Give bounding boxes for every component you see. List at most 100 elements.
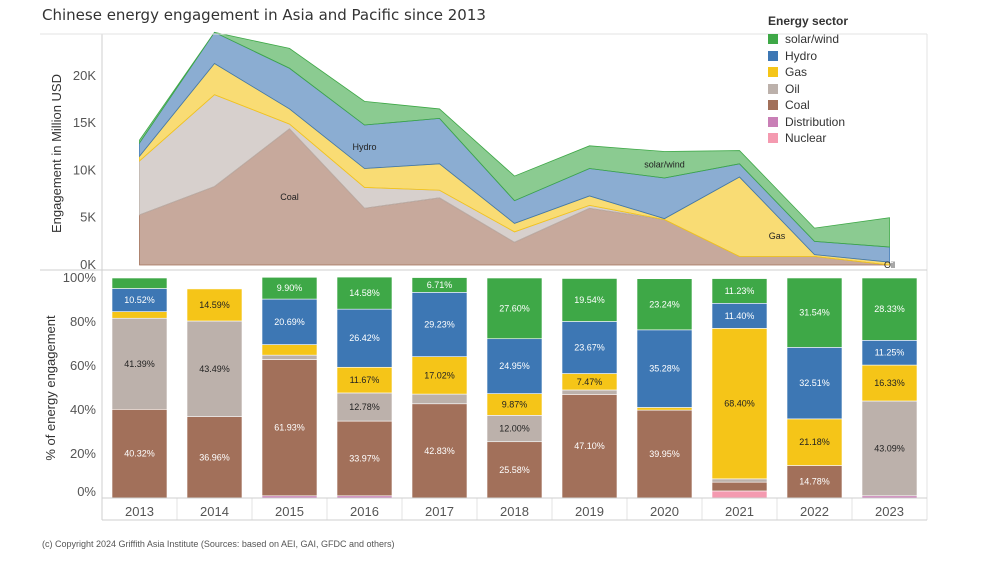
bar-data-label: 23.24% (649, 299, 680, 309)
bar-segment-2015-hydro[interactable] (261, 298, 318, 345)
bar-segment-2017-solar-wind[interactable] (411, 277, 468, 293)
bar-y-tick-label: 0% (77, 484, 96, 499)
bar-segment-2013-oil[interactable] (111, 317, 168, 410)
bar-segment-2017-hydro[interactable] (411, 292, 468, 357)
bar-segment-2021-coal[interactable] (711, 481, 768, 492)
bar-segment-2018-hydro[interactable] (486, 338, 543, 394)
x-tick-label-2022: 2022 (800, 504, 829, 519)
bar-segment-2015-solar-wind[interactable] (261, 276, 318, 300)
bar-segment-2020-gas[interactable] (636, 407, 693, 411)
bar-data-label: 21.18% (799, 437, 830, 447)
bar-segment-2022-hydro[interactable] (786, 347, 843, 420)
bar-y-tick-label: 60% (70, 358, 96, 373)
bar-data-label: 33.97% (349, 453, 380, 463)
bar-segment-2021-oil[interactable] (711, 478, 768, 483)
bar-segment-2019-solar-wind[interactable] (561, 278, 618, 322)
legend-item-nuclear[interactable]: Nuclear (768, 130, 848, 147)
legend: Energy sector solar/wind Hydro Gas Oil C… (768, 14, 848, 147)
legend-item-oil[interactable]: Oil (768, 81, 848, 98)
bar-segment-2015-gas[interactable] (261, 344, 318, 356)
bar-y-tick-label: 80% (70, 314, 96, 329)
bar-data-label: 11.25% (875, 348, 905, 358)
bar-data-label: 12.00% (499, 424, 530, 434)
bar-segment-2023-gas[interactable] (861, 364, 918, 402)
x-tick-label-2018: 2018 (500, 504, 529, 519)
bar-data-label: 24.95% (499, 361, 530, 371)
bar-segment-2022-gas[interactable] (786, 418, 843, 466)
bar-data-label: 43.09% (874, 443, 905, 453)
bar-segment-2014-coal[interactable] (186, 416, 243, 499)
legend-label: solar/wind (785, 32, 840, 47)
bar-segment-2013-gas[interactable] (111, 311, 168, 319)
bar-segment-2014-oil[interactable] (186, 320, 243, 417)
area-series-solar-wind[interactable] (139, 31, 890, 248)
bar-segment-2019-coal[interactable] (561, 394, 618, 499)
legend-item-solar-wind[interactable]: solar/wind (768, 31, 848, 48)
bar-data-label: 61.93% (274, 423, 305, 433)
bar-data-label: 28.33% (874, 304, 905, 314)
bar-data-label: 43.49% (199, 364, 230, 374)
bar-segment-2013-solar-wind[interactable] (111, 277, 168, 289)
bar-data-label: 14.59% (199, 300, 230, 310)
area-annotation-coal: Coal (280, 192, 299, 202)
bar-segment-2014-gas[interactable] (186, 288, 243, 322)
legend-label: Gas (785, 65, 808, 80)
x-tick-label-2014: 2014 (200, 504, 229, 519)
bar-segment-2017-coal[interactable] (411, 403, 468, 499)
bar-data-label: 19.54% (574, 295, 605, 305)
bar-data-label: 36.96% (199, 452, 230, 462)
bar-data-label: 9.87% (502, 399, 528, 409)
bar-y-tick-label: 100% (63, 270, 97, 285)
bar-segment-2017-oil[interactable] (411, 393, 468, 405)
bar-data-label: 68.40% (724, 399, 755, 409)
bar-data-label: 26.42% (349, 333, 380, 343)
bar-segment-2021-hydro[interactable] (711, 302, 768, 329)
bar-segment-2023-oil[interactable] (861, 400, 918, 497)
bar-data-label: 29.23% (424, 319, 455, 329)
bar-data-label: 47.10% (574, 441, 605, 451)
bar-segment-2023-solar-wind[interactable] (861, 277, 918, 341)
bar-data-label: 12.78% (349, 402, 380, 412)
legend-item-hydro[interactable]: Hydro (768, 48, 848, 65)
bar-segment-2016-solar-wind[interactable] (336, 276, 393, 310)
legend-swatch (768, 100, 778, 111)
bar-chart-panel: 0% 20% 40% 60% 80% 100% % of energy engagement… (43, 270, 918, 499)
area-y-tick-label: 20K (73, 68, 96, 83)
legend-item-coal[interactable]: Coal (768, 97, 848, 114)
bar-segment-2015-oil[interactable] (261, 354, 318, 360)
bar-segment-2021-gas[interactable] (711, 328, 768, 480)
bar-segment-2022-coal[interactable] (786, 465, 843, 499)
x-tick-label-2015: 2015 (275, 504, 304, 519)
bar-data-label: 23.67% (574, 343, 605, 353)
bar-segment-2018-solar-wind[interactable] (486, 277, 543, 340)
legend-item-distribution[interactable]: Distribution (768, 114, 848, 131)
legend-item-gas[interactable]: Gas (768, 64, 848, 81)
bar-data-label: 41.39% (124, 359, 155, 369)
x-axis: 2013 2014 2015 2016 2017 2018 2019 2020 2021 2022… (125, 498, 904, 520)
bar-segment-2021-solar-wind[interactable] (711, 278, 768, 304)
area-annotation-oil: Oil (884, 260, 895, 270)
bar-segment-2019-oil[interactable] (561, 389, 618, 395)
bar-data-label: 11.67% (350, 375, 380, 385)
bar-segment-2018-oil[interactable] (486, 415, 543, 443)
bar-data-label: 20.69% (274, 317, 305, 327)
bar-segment-2018-coal[interactable] (486, 441, 543, 499)
x-tick-label-2016: 2016 (350, 504, 379, 519)
bar-segment-2023-hydro[interactable] (861, 340, 918, 366)
bar-y-tick-label: 40% (70, 402, 96, 417)
bar-segment-2020-solar-wind[interactable] (636, 278, 693, 331)
area-annotation-gas: Gas (769, 231, 786, 241)
bar-segment-2016-coal[interactable] (336, 420, 393, 497)
bar-data-label: 7.47% (577, 377, 603, 387)
legend-title: Energy sector (768, 14, 849, 28)
x-tick-label-2020: 2020 (650, 504, 679, 519)
bar-segment-2022-solar-wind[interactable] (786, 277, 843, 348)
bar-data-label: 42.83% (424, 446, 455, 456)
bar-segment-2017-gas[interactable] (411, 356, 468, 395)
area-annotation-solar-wind: solar/wind (644, 160, 685, 170)
bar-data-label: 11.40% (725, 311, 755, 321)
bar-data-label: 40.32% (124, 449, 155, 459)
legend-swatch (768, 67, 778, 78)
bar-segment-2021-nuclear[interactable] (711, 490, 768, 499)
